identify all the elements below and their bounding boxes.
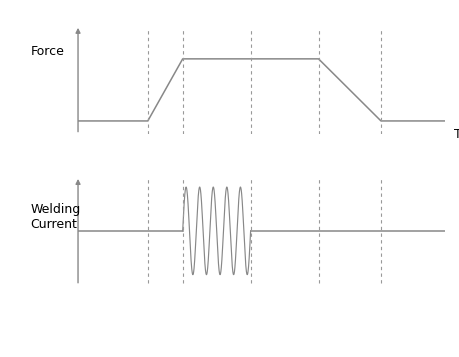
- Text: Force: Force: [30, 45, 64, 58]
- Text: Time: Time: [454, 128, 459, 141]
- Text: Welding
Current: Welding Current: [30, 203, 80, 231]
